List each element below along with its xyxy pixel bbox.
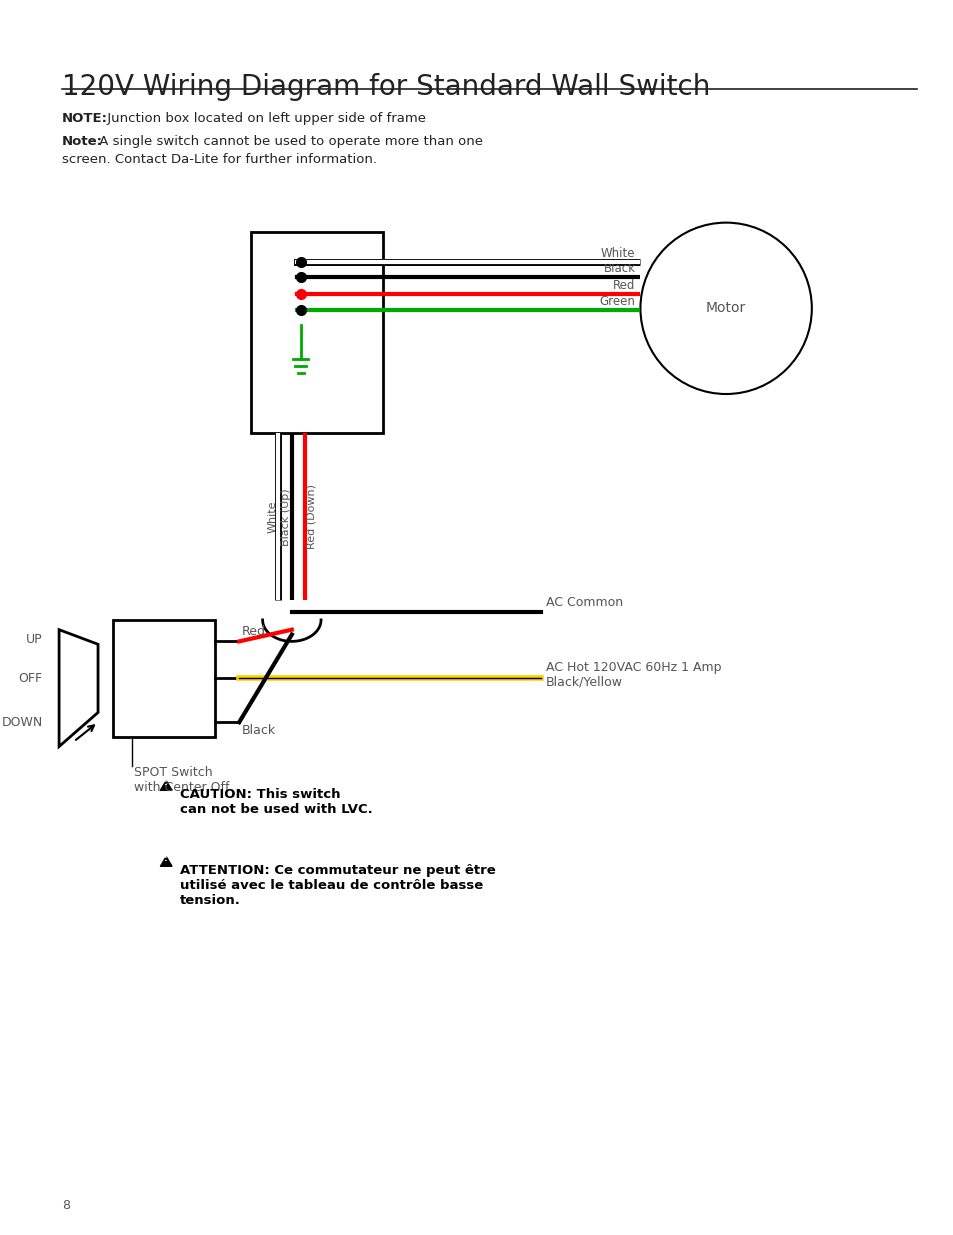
Text: screen. Contact Da-Lite for further information.: screen. Contact Da-Lite for further info… bbox=[62, 152, 376, 165]
Text: Red: Red bbox=[242, 625, 266, 638]
Text: SPOT Switch
with Center Off: SPOT Switch with Center Off bbox=[134, 766, 230, 794]
Text: White: White bbox=[267, 500, 277, 534]
Text: 120V Wiring Diagram for Standard Wall Switch: 120V Wiring Diagram for Standard Wall Sw… bbox=[62, 73, 710, 101]
Text: Junction box located on left upper side of frame: Junction box located on left upper side … bbox=[103, 111, 425, 125]
Text: Motor: Motor bbox=[705, 301, 745, 315]
Text: White: White bbox=[600, 247, 635, 259]
Text: OFF: OFF bbox=[18, 672, 43, 685]
Text: !: ! bbox=[164, 855, 168, 863]
Text: Black: Black bbox=[242, 724, 276, 737]
Polygon shape bbox=[160, 857, 172, 866]
Text: Black (Up): Black (Up) bbox=[281, 488, 291, 546]
Text: UP: UP bbox=[26, 632, 43, 646]
Text: Green: Green bbox=[599, 295, 635, 309]
Text: !: ! bbox=[164, 778, 168, 788]
Text: DOWN: DOWN bbox=[1, 715, 43, 729]
Polygon shape bbox=[160, 781, 172, 790]
Text: NOTE:: NOTE: bbox=[62, 111, 108, 125]
Text: Red: Red bbox=[613, 279, 635, 291]
Text: Note:: Note: bbox=[62, 135, 103, 148]
Text: AC Common: AC Common bbox=[545, 597, 622, 609]
Text: Black/Yellow: Black/Yellow bbox=[545, 676, 622, 688]
Text: AC Hot 120VAC 60Hz 1 Amp: AC Hot 120VAC 60Hz 1 Amp bbox=[545, 662, 720, 674]
Text: A single switch cannot be used to operate more than one: A single switch cannot be used to operat… bbox=[95, 135, 482, 148]
Text: ATTENTION: Ce commutateur ne peut être
utilisé avec le tableau de contrôle basse: ATTENTION: Ce commutateur ne peut être u… bbox=[180, 864, 495, 908]
Text: Black: Black bbox=[603, 262, 635, 275]
Text: CAUTION: This switch
can not be used with LVC.: CAUTION: This switch can not be used wit… bbox=[180, 788, 373, 816]
Text: Red (Down): Red (Down) bbox=[306, 484, 316, 550]
Text: 8: 8 bbox=[62, 1199, 70, 1213]
